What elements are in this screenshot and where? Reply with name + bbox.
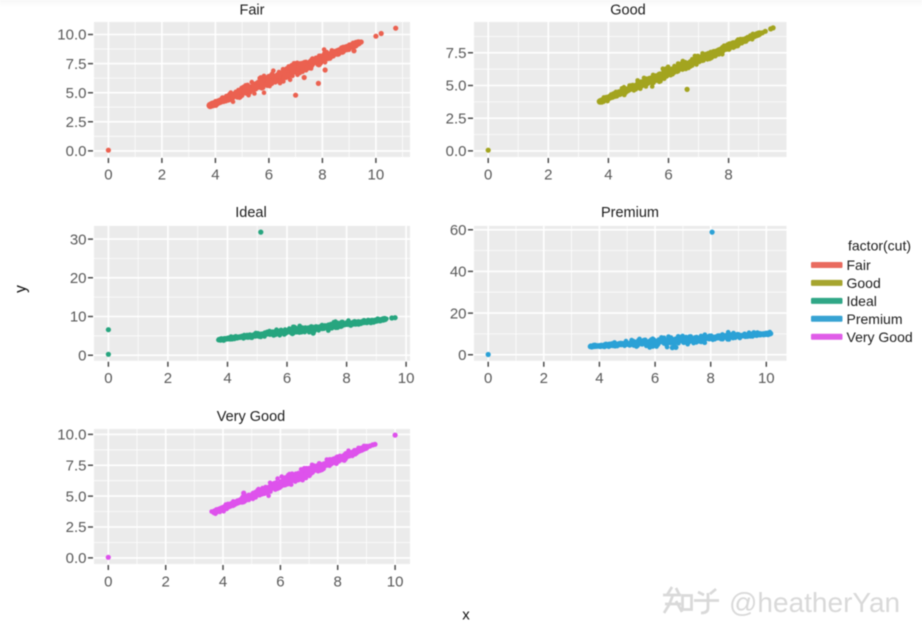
svg-text:10: 10 <box>398 370 415 387</box>
svg-text:5.0: 5.0 <box>66 85 87 102</box>
svg-text:6: 6 <box>276 573 284 590</box>
svg-text:6: 6 <box>664 166 672 183</box>
svg-text:7.5: 7.5 <box>446 45 467 62</box>
svg-text:0: 0 <box>458 347 466 364</box>
svg-text:5.0: 5.0 <box>66 488 87 505</box>
svg-text:0: 0 <box>104 166 112 183</box>
svg-text:0: 0 <box>78 347 86 364</box>
svg-text:10: 10 <box>758 370 775 387</box>
svg-text:2: 2 <box>540 370 548 387</box>
svg-text:Very Good: Very Good <box>217 409 286 425</box>
svg-text:2: 2 <box>544 166 552 183</box>
svg-text:2.5: 2.5 <box>446 110 467 127</box>
svg-text:Premium: Premium <box>847 311 903 327</box>
svg-text:2: 2 <box>164 370 172 387</box>
svg-text:factor(cut): factor(cut) <box>848 238 911 254</box>
svg-text:4: 4 <box>219 573 227 590</box>
svg-text:8: 8 <box>724 166 732 183</box>
svg-text:8: 8 <box>707 370 715 387</box>
svg-text:x: x <box>462 607 470 624</box>
svg-text:40: 40 <box>450 264 467 281</box>
svg-text:0.0: 0.0 <box>66 550 87 567</box>
svg-text:Fair: Fair <box>240 3 265 19</box>
svg-text:y: y <box>13 285 30 293</box>
svg-text:4: 4 <box>595 370 603 387</box>
svg-text:10.0: 10.0 <box>57 427 86 444</box>
svg-text:@heatherYan: @heatherYan <box>729 587 900 618</box>
svg-text:4: 4 <box>223 370 231 387</box>
svg-text:0: 0 <box>104 370 112 387</box>
svg-text:4: 4 <box>211 166 219 183</box>
svg-text:60: 60 <box>450 222 467 239</box>
svg-text:10: 10 <box>368 166 385 183</box>
svg-text:0.0: 0.0 <box>446 143 467 160</box>
svg-text:6: 6 <box>283 370 291 387</box>
svg-text:Good: Good <box>847 275 881 291</box>
svg-text:0.0: 0.0 <box>66 143 87 160</box>
svg-text:Fair: Fair <box>847 257 871 273</box>
svg-text:30: 30 <box>70 231 87 248</box>
svg-text:Ideal: Ideal <box>235 205 266 221</box>
svg-text:2.5: 2.5 <box>66 519 87 536</box>
svg-text:10: 10 <box>70 309 87 326</box>
svg-text:5.0: 5.0 <box>446 78 467 95</box>
svg-text:0: 0 <box>484 370 492 387</box>
svg-text:7.5: 7.5 <box>66 458 87 475</box>
svg-text:10.0: 10.0 <box>57 27 86 44</box>
svg-text:6: 6 <box>651 370 659 387</box>
svg-text:Good: Good <box>610 3 645 19</box>
svg-text:Premium: Premium <box>601 205 659 221</box>
svg-text:Ideal: Ideal <box>847 293 877 309</box>
svg-text:8: 8 <box>334 573 342 590</box>
svg-text:10: 10 <box>387 573 404 590</box>
svg-text:2.5: 2.5 <box>66 114 87 131</box>
svg-text:4: 4 <box>604 166 612 183</box>
svg-text:8: 8 <box>318 166 326 183</box>
svg-text:0: 0 <box>484 166 492 183</box>
svg-text:20: 20 <box>450 305 467 322</box>
svg-text:2: 2 <box>162 573 170 590</box>
svg-text:Very Good: Very Good <box>847 329 913 345</box>
svg-text:2: 2 <box>158 166 166 183</box>
svg-text:20: 20 <box>70 270 87 287</box>
svg-text:8: 8 <box>342 370 350 387</box>
svg-text:7.5: 7.5 <box>66 56 87 73</box>
svg-text:0: 0 <box>104 573 112 590</box>
svg-text:6: 6 <box>265 166 273 183</box>
